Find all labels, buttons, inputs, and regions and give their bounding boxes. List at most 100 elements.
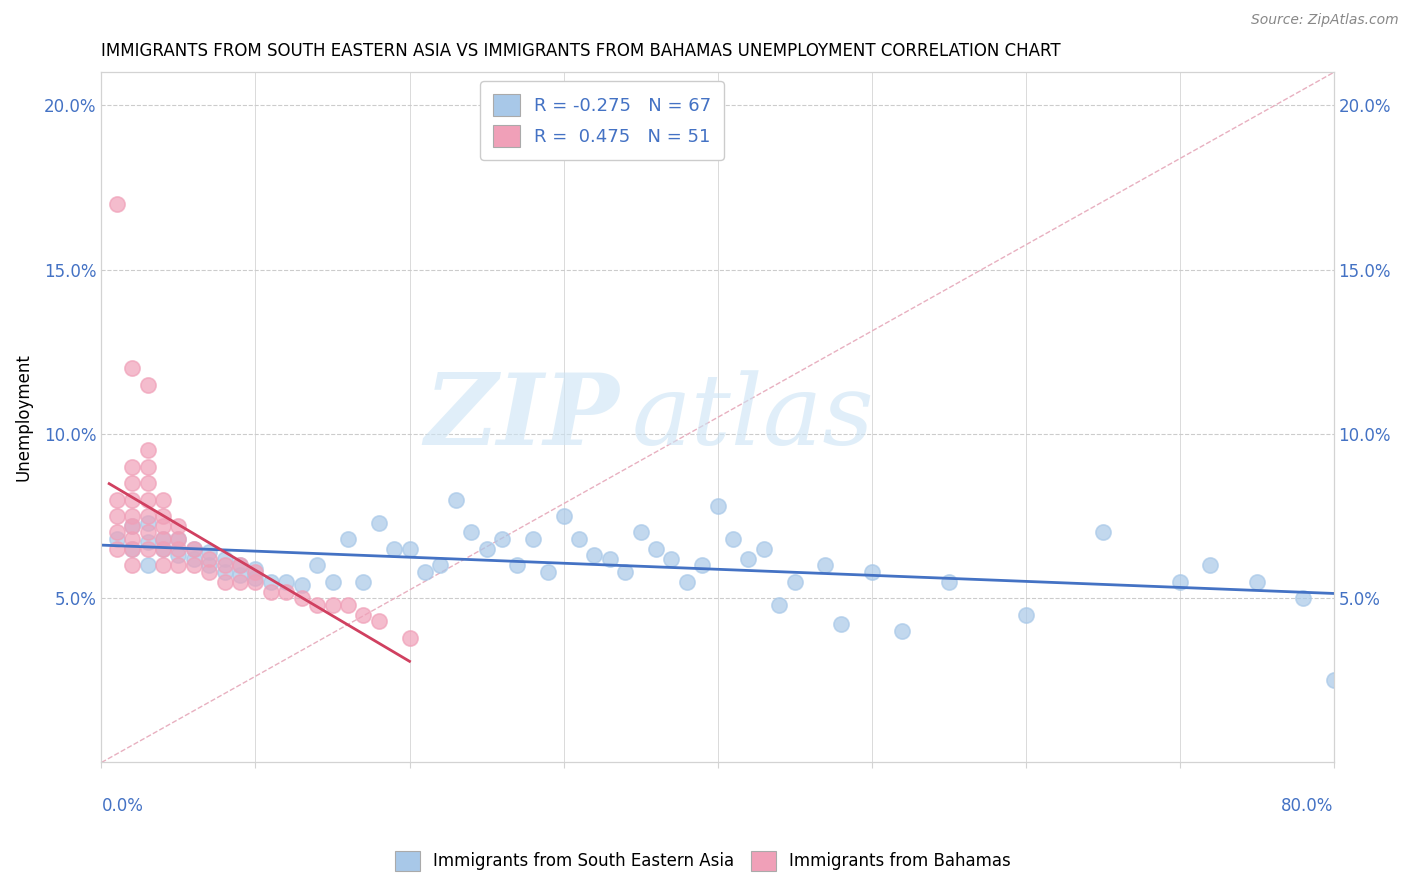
Point — [198, 551, 221, 566]
Point — [136, 516, 159, 530]
Point — [382, 541, 405, 556]
Point — [167, 532, 190, 546]
Point — [214, 558, 236, 573]
Point — [214, 551, 236, 566]
Point — [336, 532, 359, 546]
Point — [429, 558, 451, 573]
Point — [121, 361, 143, 376]
Point — [752, 541, 775, 556]
Point — [152, 532, 174, 546]
Point — [706, 499, 728, 513]
Point — [136, 558, 159, 573]
Text: Source: ZipAtlas.com: Source: ZipAtlas.com — [1251, 13, 1399, 28]
Point — [229, 558, 252, 573]
Point — [152, 541, 174, 556]
Point — [152, 509, 174, 524]
Point — [136, 535, 159, 549]
Point — [167, 558, 190, 573]
Text: 0.0%: 0.0% — [101, 797, 143, 814]
Point — [475, 541, 498, 556]
Point — [198, 565, 221, 579]
Point — [152, 492, 174, 507]
Point — [690, 558, 713, 573]
Point — [105, 492, 128, 507]
Legend: R = -0.275   N = 67, R =  0.475   N = 51: R = -0.275 N = 67, R = 0.475 N = 51 — [481, 81, 724, 160]
Point — [614, 565, 637, 579]
Point — [136, 377, 159, 392]
Text: atlas: atlas — [631, 370, 875, 465]
Point — [167, 532, 190, 546]
Point — [675, 574, 697, 589]
Point — [121, 532, 143, 546]
Point — [121, 519, 143, 533]
Point — [245, 574, 267, 589]
Point — [152, 541, 174, 556]
Point — [599, 551, 621, 566]
Point — [1292, 591, 1315, 606]
Point — [1091, 525, 1114, 540]
Point — [367, 516, 389, 530]
Point — [814, 558, 837, 573]
Point — [537, 565, 560, 579]
Point — [245, 572, 267, 586]
Point — [152, 519, 174, 533]
Point — [136, 492, 159, 507]
Point — [276, 584, 298, 599]
Point — [938, 574, 960, 589]
Point — [121, 492, 143, 507]
Point — [630, 525, 652, 540]
Point — [167, 549, 190, 563]
Text: 80.0%: 80.0% — [1281, 797, 1334, 814]
Point — [413, 565, 436, 579]
Point — [336, 598, 359, 612]
Point — [167, 519, 190, 533]
Point — [352, 607, 374, 622]
Point — [307, 558, 329, 573]
Point — [136, 443, 159, 458]
Point — [659, 551, 682, 566]
Point — [506, 558, 529, 573]
Point — [121, 558, 143, 573]
Point — [260, 574, 283, 589]
Point — [398, 541, 420, 556]
Point — [768, 598, 790, 612]
Point — [553, 509, 575, 524]
Point — [444, 492, 467, 507]
Point — [229, 558, 252, 573]
Point — [105, 197, 128, 211]
Point — [198, 558, 221, 573]
Point — [229, 574, 252, 589]
Point — [245, 561, 267, 575]
Point — [491, 532, 513, 546]
Point — [136, 541, 159, 556]
Point — [121, 476, 143, 491]
Point — [105, 532, 128, 546]
Point — [183, 541, 205, 556]
Point — [367, 614, 389, 628]
Point — [1323, 673, 1346, 688]
Point — [291, 578, 314, 592]
Point — [276, 574, 298, 589]
Text: IMMIGRANTS FROM SOUTH EASTERN ASIA VS IMMIGRANTS FROM BAHAMAS UNEMPLOYMENT CORRE: IMMIGRANTS FROM SOUTH EASTERN ASIA VS IM… — [101, 42, 1062, 60]
Point — [891, 624, 914, 638]
Point — [583, 549, 606, 563]
Point — [183, 558, 205, 573]
Point — [737, 551, 759, 566]
Point — [214, 565, 236, 579]
Point — [721, 532, 744, 546]
Text: ZIP: ZIP — [425, 369, 619, 466]
Point — [198, 545, 221, 559]
Point — [460, 525, 482, 540]
Point — [1199, 558, 1222, 573]
Point — [307, 598, 329, 612]
Point — [105, 509, 128, 524]
Point — [136, 509, 159, 524]
Point — [152, 558, 174, 573]
Point — [645, 541, 668, 556]
Point — [522, 532, 544, 546]
Legend: Immigrants from South Eastern Asia, Immigrants from Bahamas: Immigrants from South Eastern Asia, Immi… — [387, 842, 1019, 880]
Point — [136, 459, 159, 474]
Point — [260, 584, 283, 599]
Point — [860, 565, 883, 579]
Point — [783, 574, 806, 589]
